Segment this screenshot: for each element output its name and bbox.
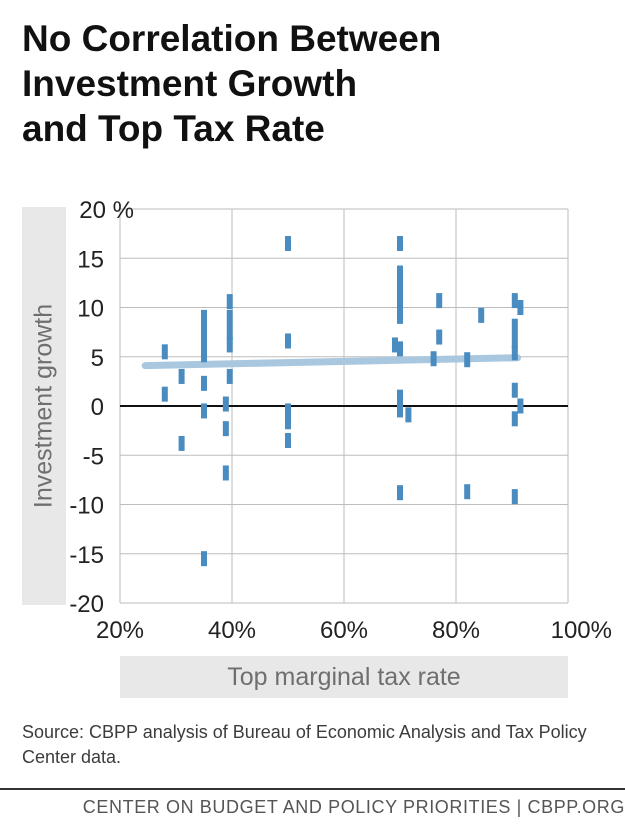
data-point [397,485,403,501]
x-tick-label: 80% [432,617,480,644]
data-point [436,293,443,309]
data-point [201,309,207,325]
data-point [397,402,403,418]
data-point [397,341,403,357]
data-point [464,484,471,500]
chart-title: No Correlation Between Investment Growth… [22,16,612,151]
data-point [511,345,518,361]
footer-credit: CENTER ON BUDGET AND POLICY PRIORITIES |… [82,797,625,817]
data-point [178,435,185,451]
data-point [226,309,233,325]
data-point [201,322,207,338]
x-tick-labels: 20% 40% 60% 80% 100% [96,617,612,644]
data-point [222,396,229,412]
data-point [226,368,233,384]
y-tick-label: 0 [91,394,104,421]
y-tick-label: 10 [77,296,104,323]
data-point [201,375,207,391]
data-point [464,352,471,368]
y-tick-label: 20 % [79,197,134,224]
data-point [478,307,485,323]
data-point [226,324,233,340]
x-axis-label: Top marginal tax rate [120,656,568,698]
x-tick-label: 100% [551,617,612,644]
data-point [285,235,291,251]
data-point [201,551,207,567]
data-point [397,308,403,324]
data-point [201,334,207,350]
y-tick-label: -20 [69,591,104,618]
y-tick-labels: -20 -15 -10 -5 0 5 10 15 20 % [69,197,134,618]
data-point [511,318,518,334]
x-tick-label: 40% [208,617,256,644]
data-point [430,351,437,367]
trend-line [141,354,522,370]
data-point [161,386,168,402]
data-point [201,403,207,419]
data-point [397,265,403,281]
data-point [226,337,233,353]
title-line: No Correlation Between [22,18,442,59]
data-point [436,329,443,345]
data-point [222,465,229,481]
data-point [397,294,403,310]
x-tick-label: 20% [96,617,144,644]
source-note: Source: CBPP analysis of Bureau of Econo… [22,722,587,767]
data-point [511,382,518,398]
data-points [161,235,524,567]
data-point [285,432,291,448]
data-point [285,414,291,430]
y-tick-label: 15 [77,246,104,273]
data-point [391,337,398,353]
data-point [397,280,403,296]
footer-divider [0,788,625,790]
y-tick-label: -5 [83,443,104,470]
data-point [511,333,518,349]
data-point [397,389,403,405]
data-point [511,489,518,505]
data-point [517,398,524,414]
data-point [161,344,168,360]
data-point [511,293,518,309]
data-point [405,407,412,423]
y-tick-label: -10 [69,493,104,520]
data-point [397,235,403,251]
data-point [511,411,518,427]
y-tick-label: 5 [91,345,104,372]
y-tick-label: -15 [69,542,104,569]
data-point [178,368,185,384]
data-point [285,403,291,419]
title-line: and Top Tax Rate [22,108,325,149]
data-point [226,294,233,310]
y-axis-label-band [22,207,66,605]
data-point [285,333,291,349]
x-tick-label: 60% [320,617,368,644]
data-point [222,421,229,437]
title-line: Investment Growth [22,63,358,104]
data-point [517,300,524,315]
data-point [201,347,207,363]
